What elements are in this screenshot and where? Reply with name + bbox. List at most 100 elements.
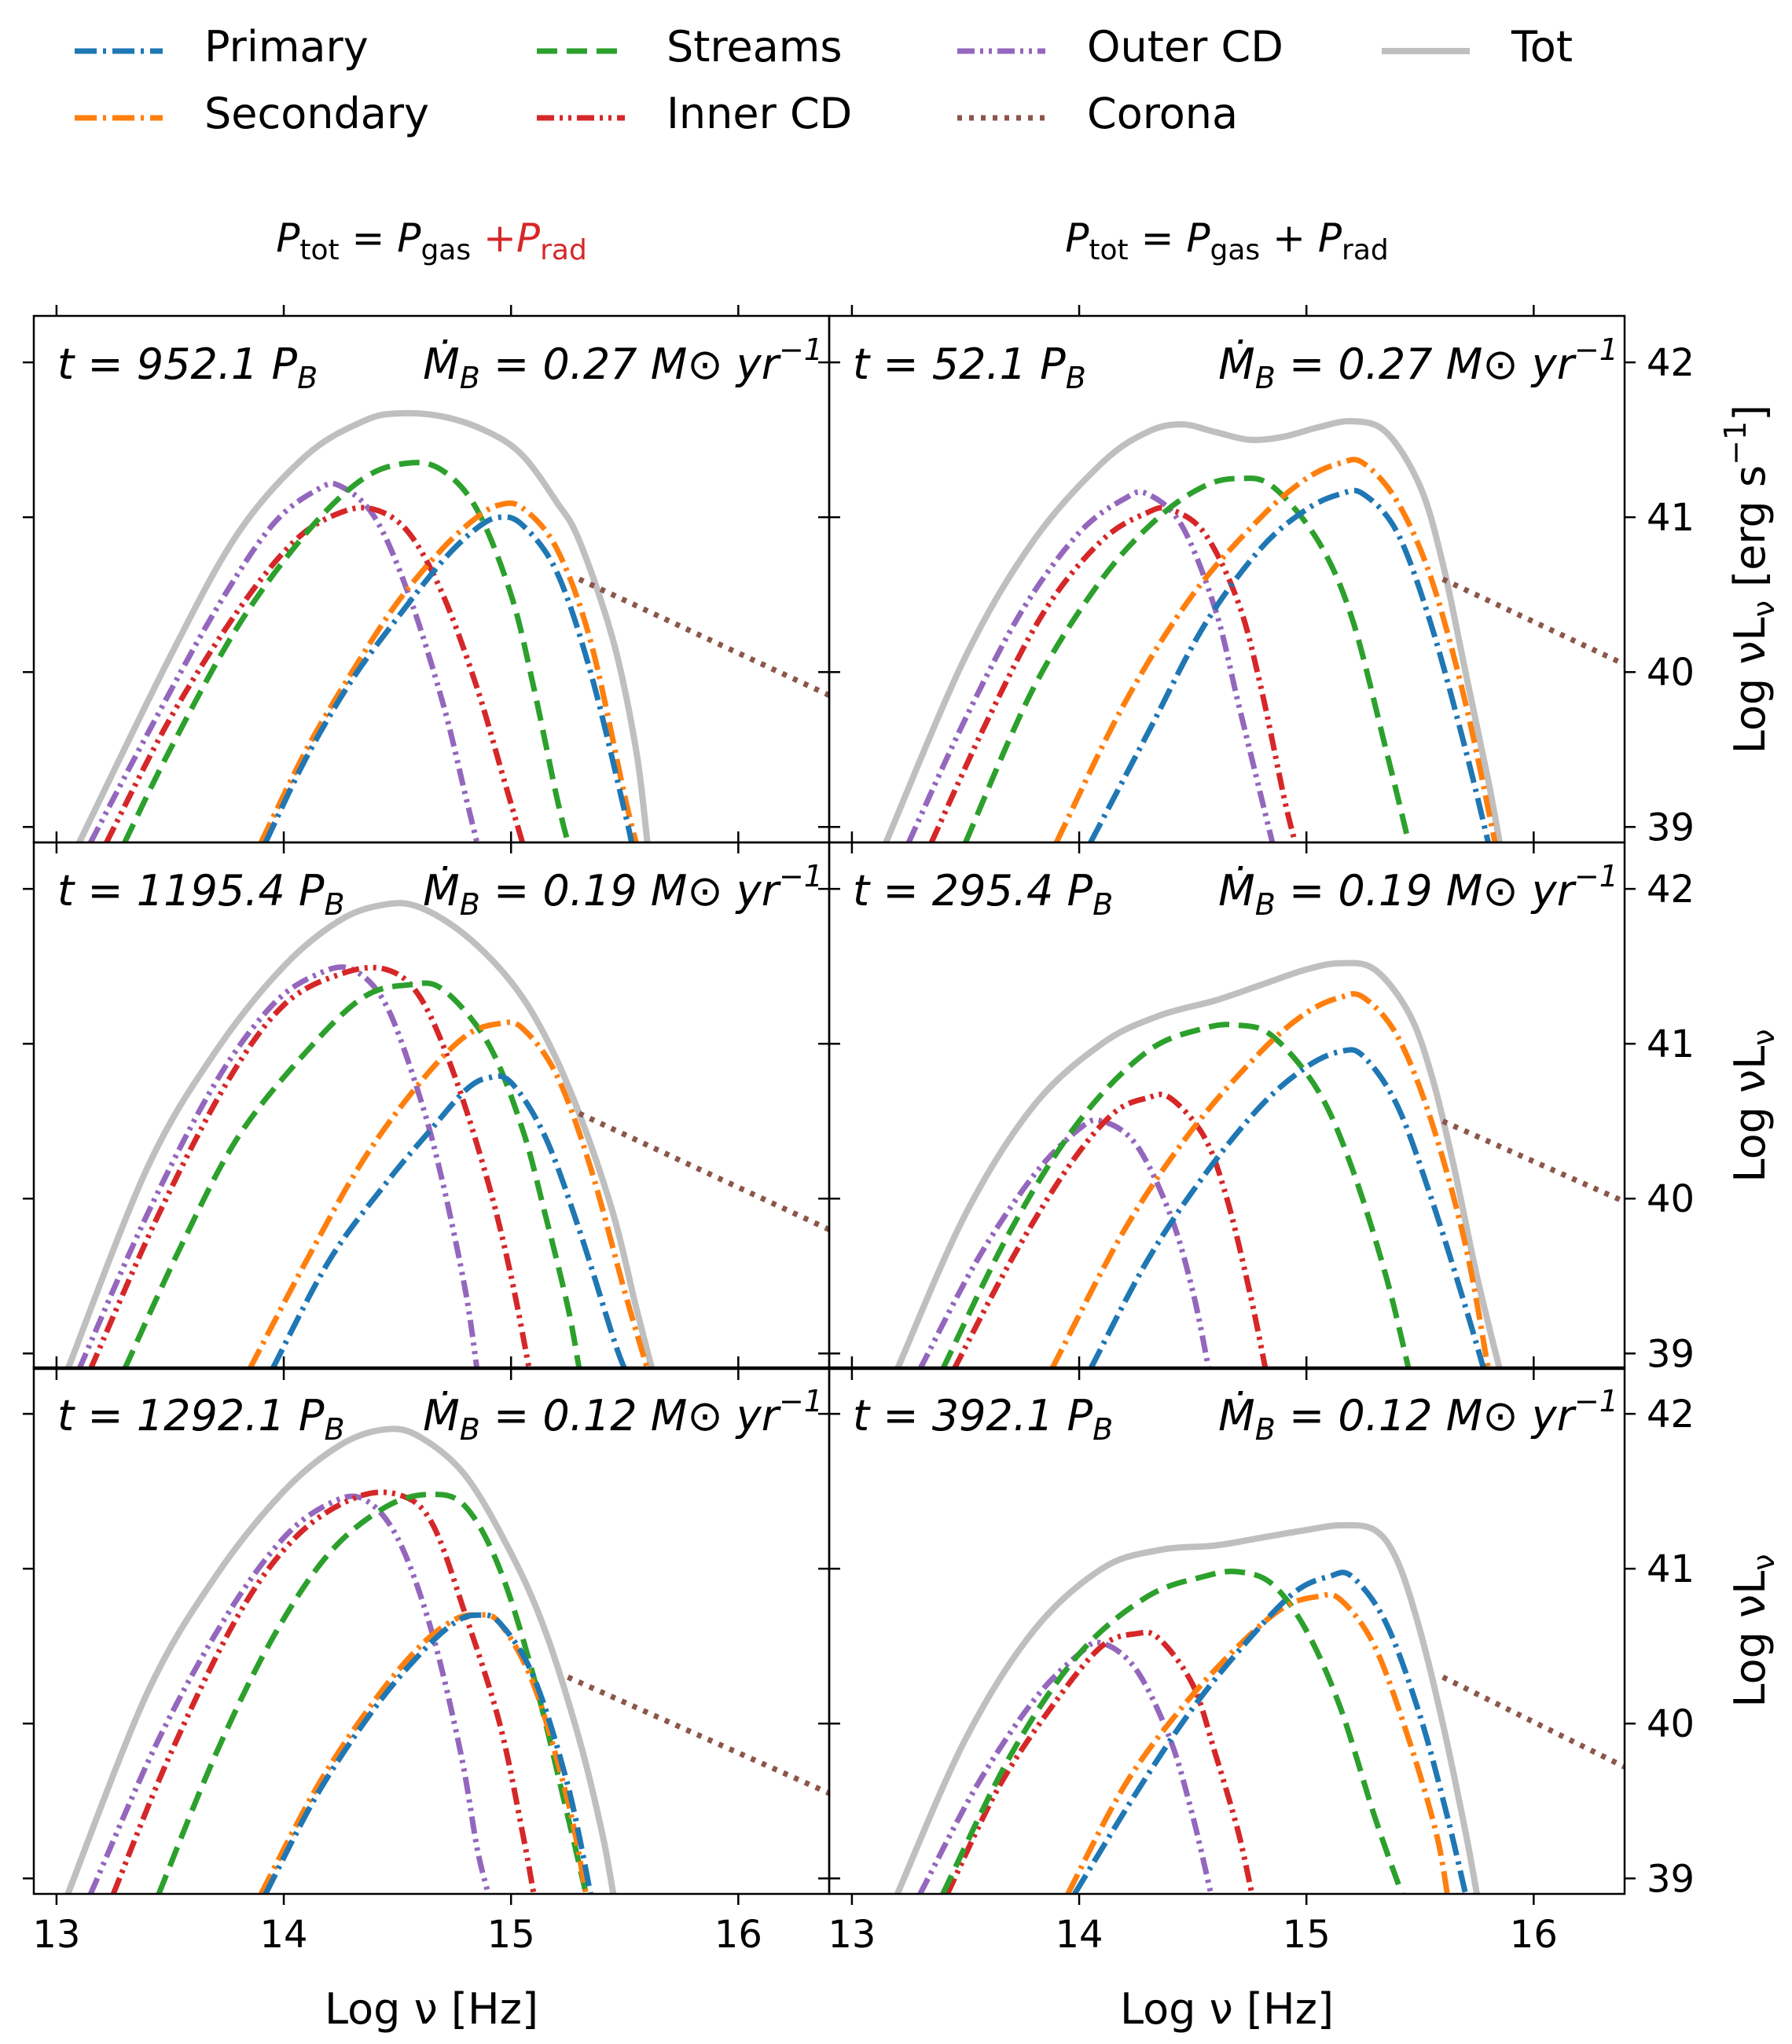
series-corona	[1441, 1118, 1625, 1205]
accretion-rate-label: ṀB = 0.27 M⊙ yr−1	[423, 332, 823, 395]
legend-item-inner-cd: Inner CD	[537, 89, 852, 138]
series-outer-cd	[88, 480, 480, 842]
series-inner-cd	[928, 505, 1298, 842]
series-corona	[1441, 1674, 1625, 1770]
series-tot	[64, 900, 655, 1369]
legend-item-corona: Corona	[957, 89, 1238, 138]
series-corona	[578, 1110, 829, 1232]
x-tick-label: 13	[828, 1913, 876, 1957]
y-tick-label: 41	[1647, 1547, 1695, 1591]
legend-item-primary: Primary	[75, 22, 369, 72]
y-tick-label: 40	[1647, 1177, 1695, 1221]
y-axis-label: Log νLν	[1725, 1029, 1781, 1182]
panel-r2c1: 13 14 15 16 39 40 41 42 t = 392.1 PB ṀB = 0.12 M⊙…	[818, 1356, 1695, 1957]
series-secondary	[258, 500, 639, 842]
series-streams	[122, 980, 582, 1369]
series-streams	[963, 475, 1412, 842]
y-tick-label: 40	[1647, 651, 1695, 695]
series-group	[894, 960, 1625, 1369]
y-axis-label-top: Log νLν [erg s−1]	[1718, 405, 1781, 754]
column-title-left: Ptot = Pgas +Prad	[276, 215, 587, 266]
panel-r1c1: 39 40 41 42 t = 295.4 PB ṀB = 0.19 M⊙ yr−1	[818, 831, 1695, 1380]
panel-frame	[32, 841, 831, 1371]
series-tot	[76, 409, 651, 842]
series-streams	[122, 460, 571, 842]
y-tick-label: 41	[1647, 1022, 1695, 1066]
accretion-rate-label: ṀB = 0.19 M⊙ yr−1	[423, 859, 823, 922]
series-corona	[567, 1674, 829, 1796]
axis-labels: Log ν [Hz] Log ν [Hz] Log νLν [erg s−1] Log…	[325, 405, 1781, 2034]
series-inner-cd	[88, 964, 532, 1369]
x-axis-label: Log ν [Hz]	[1120, 1984, 1334, 2034]
series-secondary	[1053, 457, 1498, 842]
series-inner-cd	[945, 1629, 1255, 1894]
series-inner-cd	[104, 505, 526, 842]
y-tick-label: 42	[1647, 868, 1695, 912]
x-axis-label: Log ν [Hz]	[325, 1984, 538, 2034]
legend-item-streams: Streams	[537, 22, 843, 72]
panel-frame	[828, 1366, 1626, 1895]
y-tick-label: 39	[1647, 1857, 1695, 1901]
series-tot	[894, 960, 1503, 1369]
series-tot	[64, 1426, 617, 1894]
series-primary	[263, 1612, 593, 1894]
y-tick-label: 41	[1647, 496, 1695, 540]
series-primary	[263, 514, 634, 842]
series-corona	[578, 576, 829, 698]
legend-label-outer-cd: Outer CD	[1087, 22, 1283, 72]
column-titles: Ptot = Pgas +Prad Ptot = Pgas + Prad	[276, 215, 1389, 266]
y-tick-label: 40	[1647, 1702, 1695, 1746]
legend-label-corona: Corona	[1087, 89, 1238, 138]
series-tot	[894, 1521, 1480, 1894]
legend-label-streams: Streams	[666, 22, 843, 72]
series-outer-cd	[917, 1639, 1214, 1894]
x-tick-label: 13	[32, 1913, 80, 1957]
y-tick-label: 39	[1647, 805, 1695, 850]
panel-r1c0: t = 1195.4 PB ṀB = 0.19 M⊙ yr−1	[23, 831, 840, 1380]
panel-frame	[828, 841, 1626, 1371]
time-label: t = 52.1 PB	[853, 339, 1086, 395]
panel-r0c1: 39 40 41 42 t = 52.1 PB ṀB = 0.27 M⊙ yr−1	[818, 305, 1695, 853]
accretion-rate-label: ṀB = 0.12 M⊙ yr−1	[423, 1384, 823, 1447]
legend-label-inner-cd: Inner CD	[666, 89, 852, 138]
series-group	[64, 900, 829, 1369]
time-label: t = 1292.1 PB	[57, 1391, 345, 1447]
series-tot	[883, 417, 1503, 842]
series-group	[894, 1521, 1625, 1894]
series-secondary	[247, 1019, 651, 1369]
x-tick-label: 14	[260, 1913, 308, 1957]
time-label: t = 392.1 PB	[853, 1391, 1113, 1447]
column-title-right: Ptot = Pgas + Prad	[1065, 215, 1389, 266]
series-inner-cd	[110, 1489, 537, 1894]
series-streams	[940, 1022, 1412, 1369]
x-tick-label: 15	[487, 1913, 535, 1957]
accretion-rate-label: ṀB = 0.12 M⊙ yr−1	[1218, 1384, 1618, 1447]
panel-frame	[32, 314, 831, 844]
series-streams	[156, 1492, 589, 1894]
series-group	[76, 409, 829, 842]
time-label: t = 952.1 PB	[57, 339, 318, 395]
series-secondary	[1065, 1591, 1450, 1894]
series-outer-cd	[76, 964, 480, 1369]
x-tick-label: 15	[1283, 1913, 1331, 1957]
y-tick-label: 42	[1647, 1393, 1695, 1437]
series-outer-cd	[906, 489, 1276, 842]
y-axis-label: Log νLν	[1725, 1554, 1781, 1707]
panel-r0c0: t = 952.1 PB ṀB = 0.27 M⊙ yr−1	[23, 305, 840, 853]
legend: Primary Secondary Streams Inner CD Outer CD C…	[75, 22, 1573, 138]
x-tick-label: 14	[1056, 1913, 1103, 1957]
series-corona	[1441, 576, 1625, 667]
accretion-rate-label: ṀB = 0.27 M⊙ yr−1	[1218, 332, 1618, 395]
series-secondary	[1049, 991, 1491, 1369]
legend-item-outer-cd: Outer CD	[957, 22, 1283, 72]
legend-label-primary: Primary	[204, 22, 369, 72]
time-label: t = 295.4 PB	[853, 866, 1113, 922]
panels: t = 952.1 PB ṀB = 0.27 M⊙ yr−1 39 40 41 42 t =…	[23, 305, 1695, 1957]
accretion-rate-label: ṀB = 0.19 M⊙ yr−1	[1218, 859, 1618, 922]
panel-frame	[828, 314, 1626, 844]
series-outer-cd	[917, 1117, 1212, 1369]
series-primary	[1072, 1569, 1469, 1894]
y-tick-label: 42	[1647, 341, 1695, 385]
legend-label-secondary: Secondary	[204, 89, 429, 138]
